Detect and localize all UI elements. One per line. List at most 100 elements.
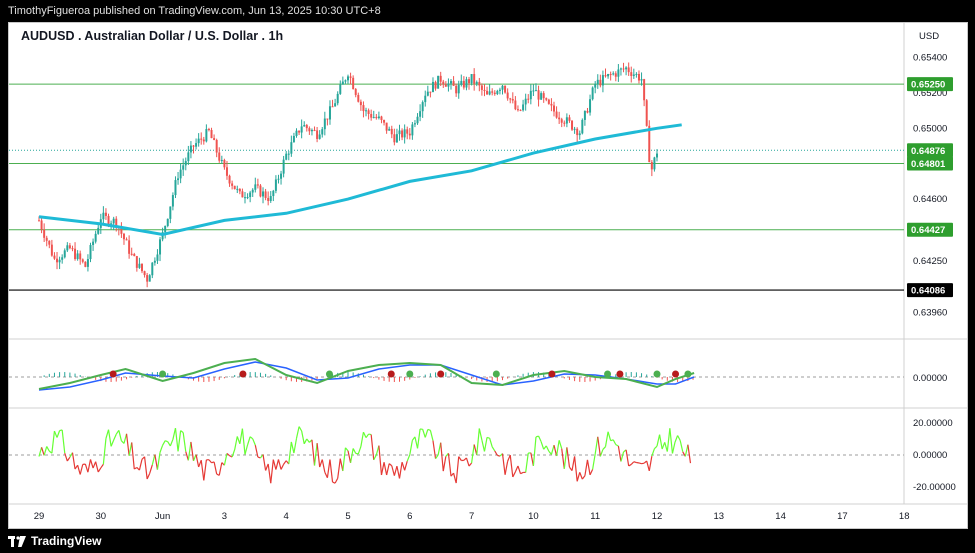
oscillator-segment xyxy=(615,444,619,447)
candle-body xyxy=(483,89,486,91)
candle-body xyxy=(357,94,360,102)
candle-body xyxy=(56,258,59,263)
oscillator-segment xyxy=(476,428,480,456)
oscillator-segment xyxy=(38,447,43,457)
candle-body xyxy=(254,184,257,190)
candle-body xyxy=(280,173,283,179)
oscillator-segment xyxy=(437,442,442,456)
oscillator-segment xyxy=(458,456,462,461)
chart-svg[interactable]: AUDUSD . Australian Dollar / U.S. Dollar… xyxy=(9,23,967,528)
publish-header: TimothyFigueroa published on TradingView… xyxy=(0,0,975,22)
oscillator-segment xyxy=(349,448,354,463)
candle-body xyxy=(45,237,48,241)
oscillator-segment xyxy=(671,442,676,454)
candle-body xyxy=(318,134,321,139)
oscillator-segment xyxy=(218,462,223,476)
candle-body xyxy=(153,260,156,263)
oscillator-segment xyxy=(138,459,143,471)
candle-body xyxy=(287,153,290,155)
macd-cross-dot xyxy=(653,370,661,378)
oscillator-segment xyxy=(352,448,357,454)
oscillator-segment xyxy=(97,467,102,473)
candle-body xyxy=(522,104,525,111)
candle-body xyxy=(571,120,574,130)
oscillator-segment xyxy=(131,442,135,470)
candle-body xyxy=(349,76,352,78)
oscillator-segment xyxy=(471,444,475,464)
oscillator-segment xyxy=(654,445,658,450)
oscillator-segment xyxy=(409,440,413,455)
oscillator-segment xyxy=(95,461,99,473)
oscillator-segment xyxy=(159,445,164,453)
candle-body xyxy=(491,91,494,93)
oscillator-segment xyxy=(581,475,586,480)
candle-body xyxy=(169,206,172,219)
candle-body xyxy=(645,100,648,126)
candle-body xyxy=(316,130,319,139)
candle-body xyxy=(256,184,259,186)
time-tick-label: 18 xyxy=(899,511,910,522)
candle-body xyxy=(107,215,110,225)
candle-body xyxy=(38,220,40,222)
candle-body xyxy=(292,135,295,143)
oscillator-segment xyxy=(594,436,599,455)
price-level-label: 0.64801 xyxy=(911,159,946,170)
candle-body xyxy=(285,153,288,160)
candle-body xyxy=(110,223,113,225)
oscillator-segment xyxy=(298,426,303,432)
candle-body xyxy=(594,83,597,88)
candle-body xyxy=(509,98,512,100)
candle-body xyxy=(470,74,473,84)
oscillator-segment xyxy=(540,441,545,450)
oscillator-segment xyxy=(182,432,187,452)
candle-body xyxy=(457,84,460,94)
oscillator-segment xyxy=(651,448,655,457)
oscillator-segment xyxy=(674,435,679,443)
chart-container[interactable]: AUDUSD . Australian Dollar / U.S. Dollar… xyxy=(8,22,968,529)
oscillator-segment xyxy=(46,446,50,452)
time-tick-label: 11 xyxy=(590,511,600,522)
oscillator-segment xyxy=(169,439,174,447)
candle-body xyxy=(130,253,133,255)
candle-body xyxy=(205,129,208,142)
oscillator-segment xyxy=(244,444,249,455)
oscillator-segment xyxy=(509,454,514,478)
oscillator-segment xyxy=(641,462,645,465)
oscillator-segment xyxy=(154,454,159,470)
oscillator-segment xyxy=(538,435,542,442)
candle-body xyxy=(596,79,599,84)
candle-body xyxy=(143,271,146,276)
oscillator-segment xyxy=(249,436,254,440)
oscillator-segment xyxy=(236,436,241,445)
oscillator-segment xyxy=(190,441,195,461)
oscillator-segment xyxy=(648,456,653,471)
candle-body xyxy=(138,263,141,268)
candle-body xyxy=(550,103,553,106)
candle-body xyxy=(326,118,329,120)
oscillator-segment xyxy=(247,436,251,446)
oscillator-segment xyxy=(110,439,115,447)
oscillator-segment xyxy=(422,429,426,438)
oscillator-segment xyxy=(162,440,166,446)
oscillator-segment xyxy=(339,458,344,472)
oscillator-segment xyxy=(174,428,179,452)
candle-body xyxy=(568,117,571,121)
candle-body xyxy=(298,130,301,133)
candle-body xyxy=(79,253,82,260)
candle-body xyxy=(475,81,478,84)
candle-body xyxy=(102,212,105,220)
candle-body xyxy=(120,228,123,234)
candle-body xyxy=(171,195,174,207)
candle-body xyxy=(290,142,293,154)
candle-body xyxy=(511,99,514,101)
oscillator-segment xyxy=(332,481,336,484)
oscillator-segment xyxy=(180,430,184,434)
candle-body xyxy=(385,122,388,131)
oscillator-segment xyxy=(146,473,151,480)
candle-body xyxy=(104,212,107,216)
candle-body xyxy=(524,98,527,105)
oscillator-segment xyxy=(373,454,377,461)
tradingview-logo[interactable]: TradingView xyxy=(8,534,101,548)
oscillator-segment xyxy=(383,462,388,476)
candle-body xyxy=(563,122,566,124)
